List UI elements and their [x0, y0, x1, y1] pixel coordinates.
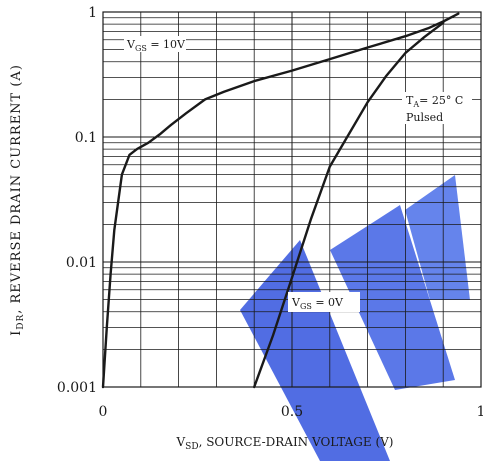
y-tick-label: 0.01 [66, 255, 97, 271]
annotation-ta-line2: Pulsed [406, 111, 443, 124]
x-tick-label: 0.5 [281, 404, 303, 420]
annotation-vgs0-box [288, 292, 360, 312]
data-curves [101, 12, 460, 389]
plot-grid [103, 12, 481, 388]
series-line-vgs-10v [101, 12, 460, 389]
annotation-ta-line1: TA= 25° C [406, 94, 463, 109]
annotation-ta-box [402, 92, 472, 124]
annotation-vgs10-box [124, 36, 186, 52]
x-tick-label: 1 [477, 404, 483, 420]
y-tick-label: 0.1 [75, 130, 97, 146]
y-tick-label: 0.001 [57, 380, 97, 396]
watermark-logo [240, 175, 470, 461]
x-axis-label: VSD, SOURCE-DRAIN VOLTAGE (V) [176, 435, 394, 452]
series-line-vgs-0v [252, 21, 445, 389]
x-tick-label: 0 [99, 404, 108, 420]
plot-frame [102, 11, 482, 388]
y-tick-label: 1 [88, 5, 97, 21]
y-axis-label: IDR, REVERSE DRAIN CURRENT (A) [9, 64, 26, 336]
annotation-vgs10: VGS = 10V [126, 38, 186, 53]
annotation-vgs0: VGS = 0V [291, 296, 344, 311]
